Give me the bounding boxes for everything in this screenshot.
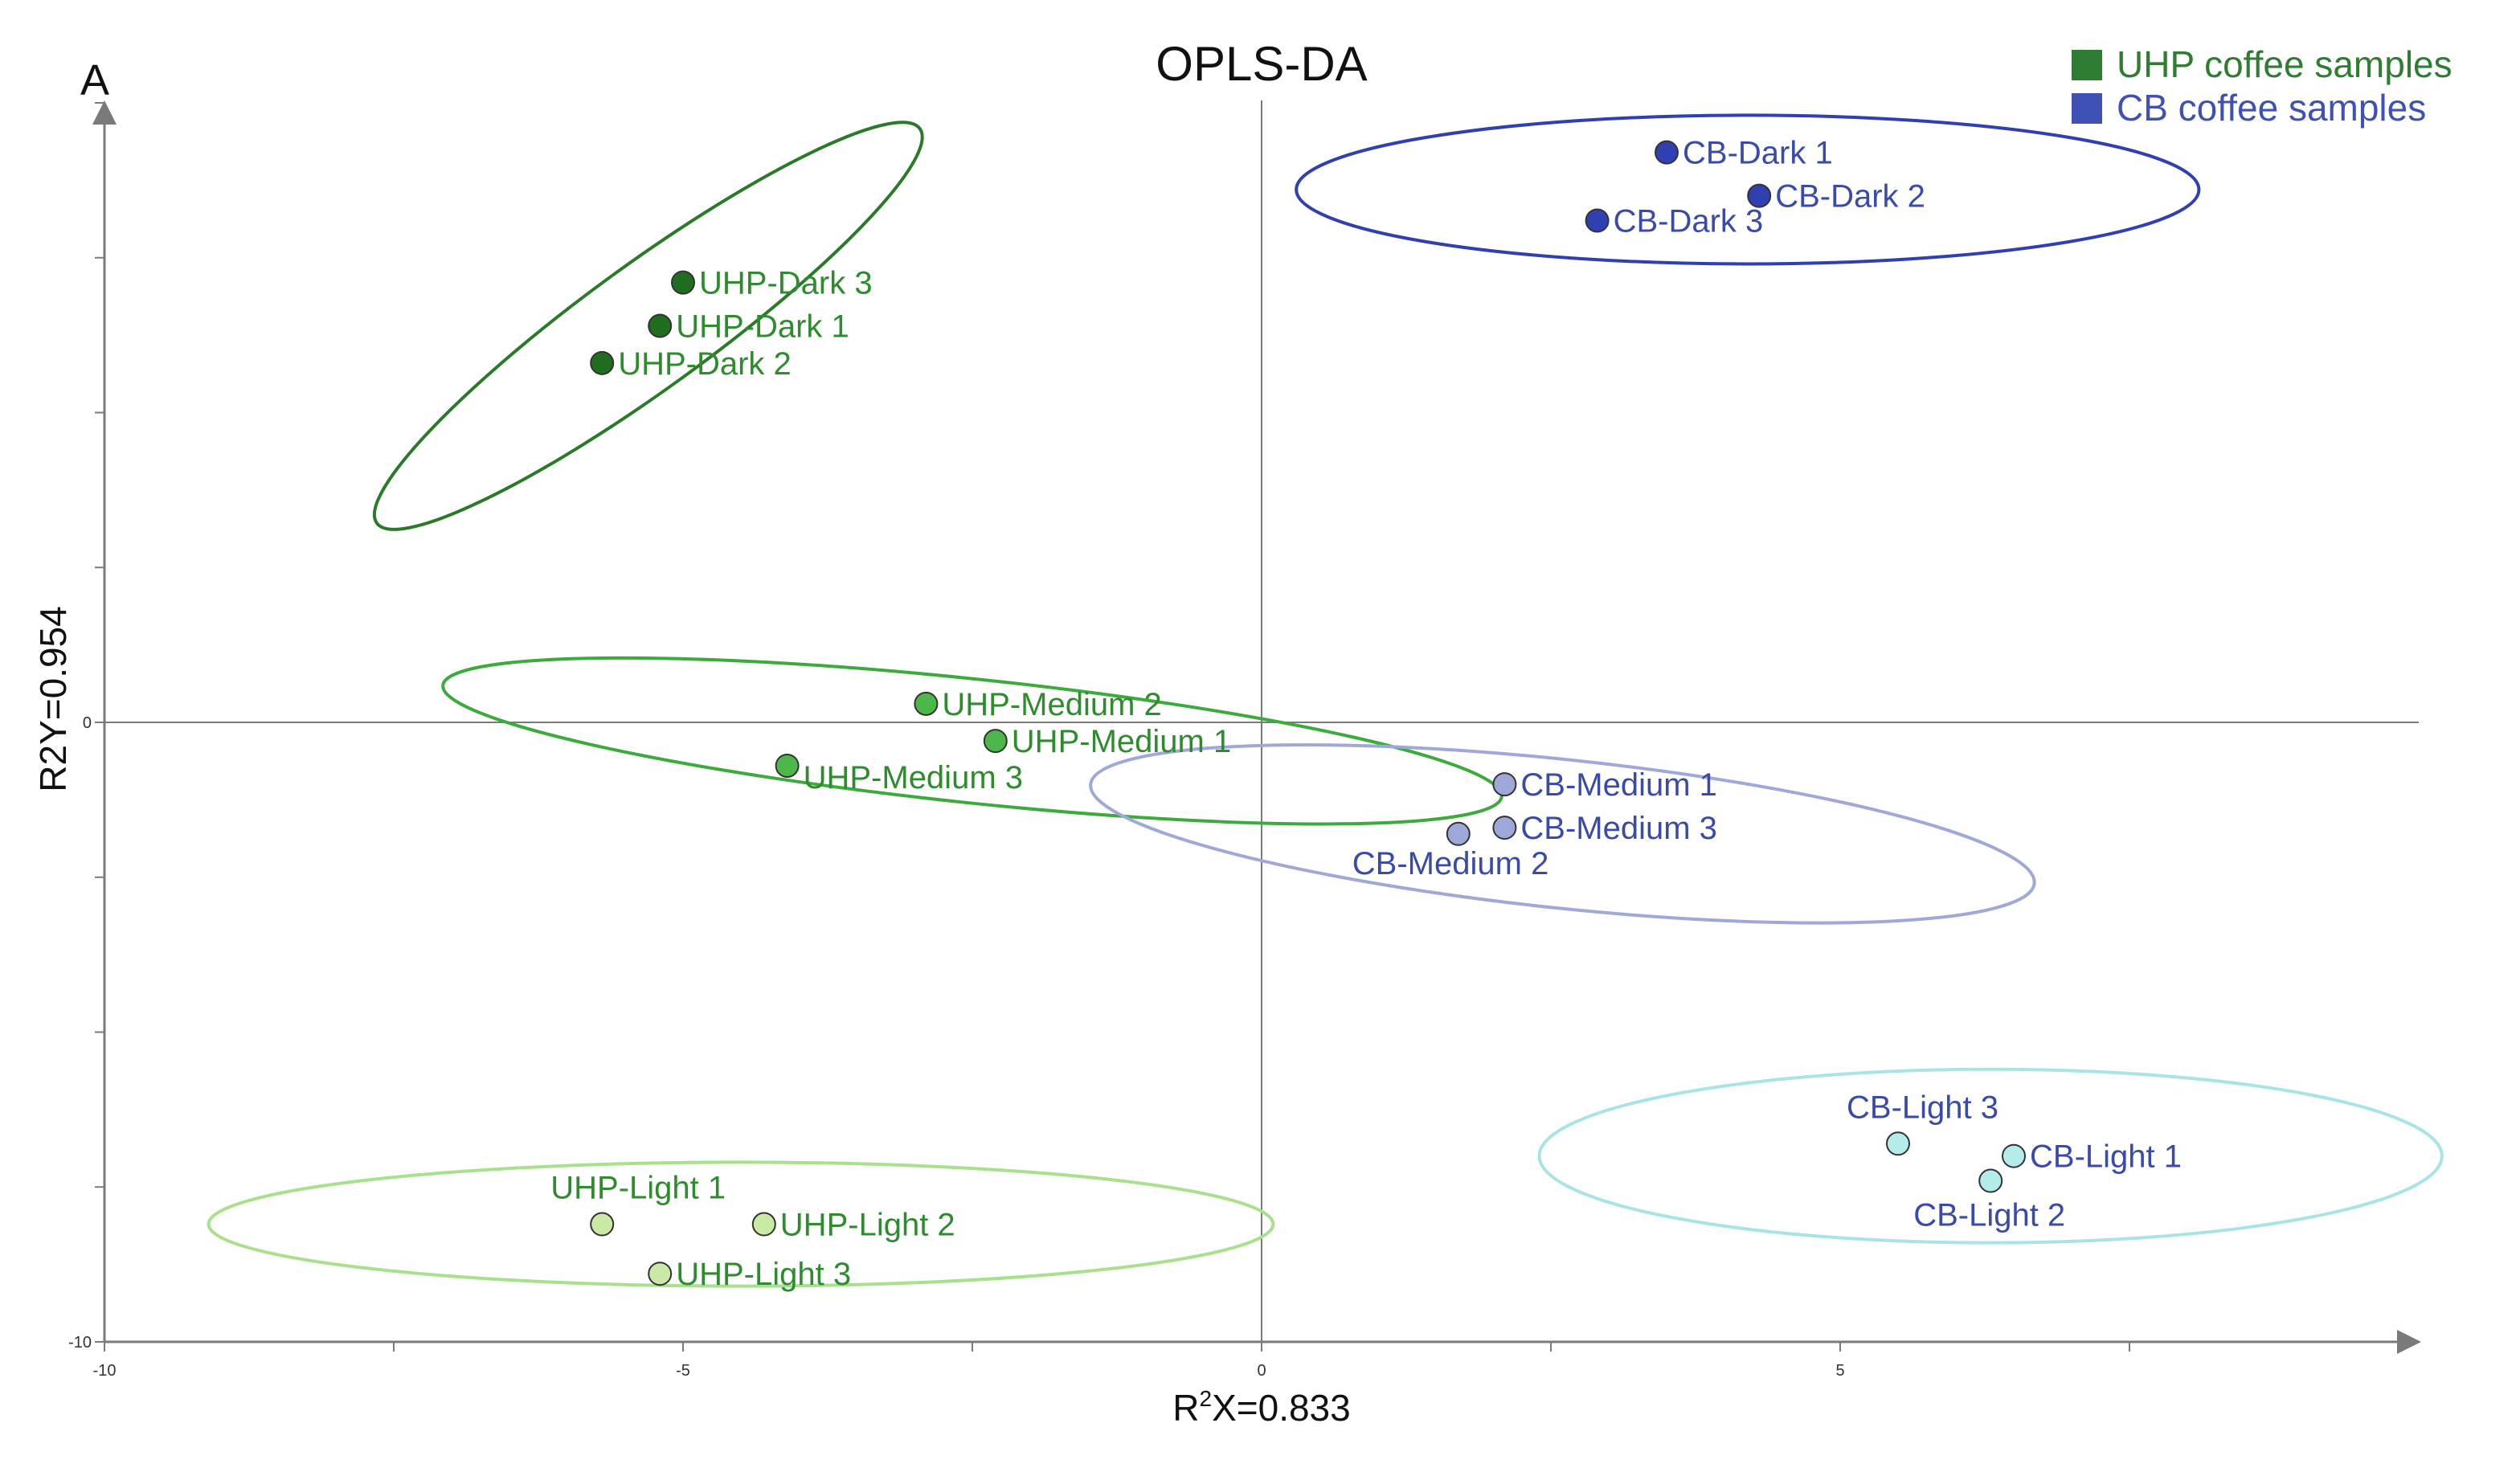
x-axis-title-r: R [1172,1387,1199,1429]
axes: -10 -5 0 5 -10 0 [68,100,2421,1380]
panel-letter: A [80,56,109,104]
point-label: UHP-Dark 3 [699,266,873,301]
y-tick-label: -10 [68,1334,92,1352]
point-label: CB-Dark 3 [1614,203,1764,239]
ellipse-cb-light [1537,1067,2444,1245]
series-cb-light: CB-Light 3 CB-Light 1 CB-Light 2 [1847,1090,2182,1233]
data-point [1747,183,1772,208]
point-label: CB-Medium 1 [1520,767,1717,803]
data-point [648,1262,673,1286]
point-label: UHP-Medium 1 [1012,724,1231,759]
series-cb-medium: CB-Medium 1 CB-Medium 3CB-Medium 2 [1352,767,1717,881]
legend-swatch [2072,50,2102,80]
chart-title: OPLS-DA [1156,37,1367,91]
point-label: UHP-Dark 1 [676,309,849,345]
confidence-ellipses [207,113,2444,1288]
data-point [1585,208,1610,233]
data-point [590,1212,615,1237]
point-label: UHP-Light 2 [780,1208,955,1243]
data-point [648,313,673,338]
point-label: CB-Light 1 [2030,1139,2182,1175]
data-point [671,270,695,295]
y-axis-title: R2Y=0.954 [32,606,74,791]
point-label: CB-Light 2 [1913,1198,2065,1233]
data-point [914,691,939,716]
data-point [751,1212,776,1237]
y-tick-label: 0 [83,714,92,732]
legend-label: CB coffee samples [2117,87,2426,129]
legend-swatch [2072,93,2102,124]
point-label: CB-Light 3 [1847,1090,1998,1125]
x-axis-title-rest: X=0.833 [1212,1387,1351,1429]
ellipse-uhp-light [207,1160,1275,1288]
point-label: UHP-Light 1 [550,1171,726,1206]
x-axis-title: R2X=0.833 [1172,1386,1350,1429]
point-label: CB-Dark 2 [1775,179,1925,215]
x-tick-label: 5 [1835,1362,1844,1380]
ellipse-cb-dark [1295,113,2201,266]
ellipse-cb-medium [1089,742,2036,925]
data-point [1492,772,1517,797]
data-point [1446,821,1471,846]
point-label: UHP-Medium 2 [942,687,1161,722]
x-tick-label: -10 [93,1362,117,1380]
data-point [1655,140,1679,165]
data-point [1978,1168,2003,1193]
x-tick-label: 0 [1257,1362,1266,1380]
data-point [775,753,800,778]
data-point [1492,816,1517,840]
data-point [590,350,615,375]
data-point [1886,1131,1910,1156]
point-label: UHP-Medium 3 [804,760,1023,795]
legend-label: UHP coffee samples [2117,43,2452,85]
ellipse-uhp-dark [372,121,924,531]
series-uhp-light: UHP-Light 1 UHP-Light 2 UHP-Light 3 [550,1171,955,1293]
data-point [2002,1143,2026,1168]
point-label: UHP-Light 3 [676,1257,851,1292]
x-tick-label: -5 [676,1362,690,1380]
data-point [983,729,1008,754]
point-label: CB-Medium 3 [1520,811,1717,846]
point-label: CB-Medium 2 [1352,846,1549,881]
point-label: CB-Dark 1 [1683,136,1833,171]
series-cb-dark: CB-Dark 1 CB-Dark 2 CB-Dark 3 [1585,136,1925,239]
x-axis-title-superscript: 2 [1199,1386,1212,1411]
point-label: UHP-Dark 2 [618,346,792,382]
ellipse-uhp-medium [441,656,1503,826]
